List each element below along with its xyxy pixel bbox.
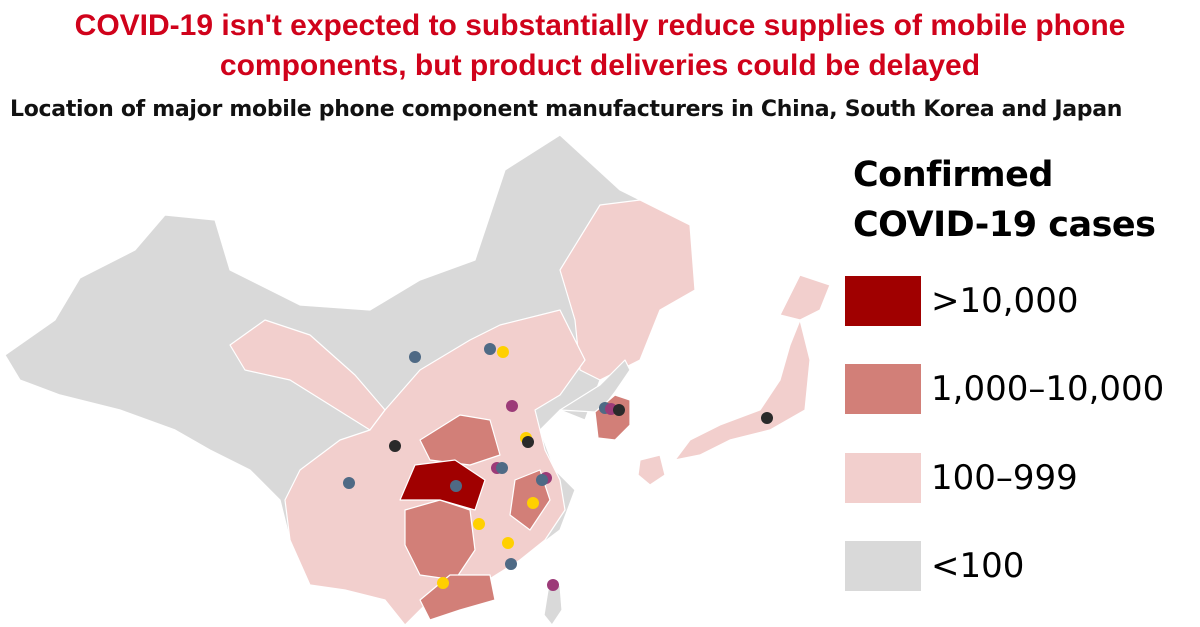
manufacturer-marker (496, 462, 508, 474)
chart-subtitle: Location of major mobile phone component… (10, 97, 1123, 122)
chart-title: COVID-19 isn't expected to substantially… (0, 6, 1200, 86)
manufacturer-marker (497, 346, 509, 358)
manufacturer-marker (473, 518, 485, 530)
title-line-2: components, but product deliveries could… (219, 49, 981, 82)
legend-label: 1,000–10,000 (931, 369, 1165, 409)
title-line-1: COVID-19 isn't expected to substantially… (74, 9, 1126, 42)
legend-swatch (845, 541, 921, 591)
legend-label: <100 (931, 546, 1025, 586)
manufacturer-marker (484, 343, 496, 355)
manufacturer-markers (343, 343, 773, 591)
legend-swatch (845, 276, 921, 326)
manufacturer-marker (613, 404, 625, 416)
manufacturer-marker (547, 579, 559, 591)
legend-item-1000-10000: 1,000–10,000 (845, 364, 1200, 418)
region-china-henan (419, 414, 501, 466)
legend-swatch (845, 453, 921, 503)
manufacturer-marker (437, 577, 449, 589)
legend-label: >10,000 (931, 281, 1079, 321)
manufacturer-marker (527, 497, 539, 509)
manufacturer-marker (450, 480, 462, 492)
legend-label: 100–999 (931, 458, 1078, 498)
legend-title-line-1: Confirmed (853, 155, 1053, 195)
manufacturer-marker (389, 440, 401, 452)
region-japan-hokkaido (779, 274, 830, 321)
manufacturer-marker (505, 558, 517, 570)
legend-item-under-100: <100 (845, 541, 1200, 595)
manufacturer-marker (502, 537, 514, 549)
manufacturer-marker (506, 400, 518, 412)
manufacturer-marker (761, 412, 773, 424)
east-asia-map (4, 134, 830, 626)
manufacturer-marker (343, 477, 355, 489)
legend-item-over-10000: >10,000 (845, 276, 1200, 330)
region-japan-honshu (674, 319, 811, 461)
legend-title-line-2: COVID-19 cases (853, 205, 1156, 245)
manufacturer-marker (522, 436, 534, 448)
legend-title: Confirmed COVID-19 cases (853, 150, 1193, 250)
region-china-hubei (399, 459, 486, 511)
manufacturer-marker (409, 351, 421, 363)
manufacturer-marker (536, 474, 548, 486)
region-japan-kyushu (637, 454, 666, 486)
legend-item-100-999: 100–999 (845, 453, 1200, 507)
legend-swatch (845, 364, 921, 414)
